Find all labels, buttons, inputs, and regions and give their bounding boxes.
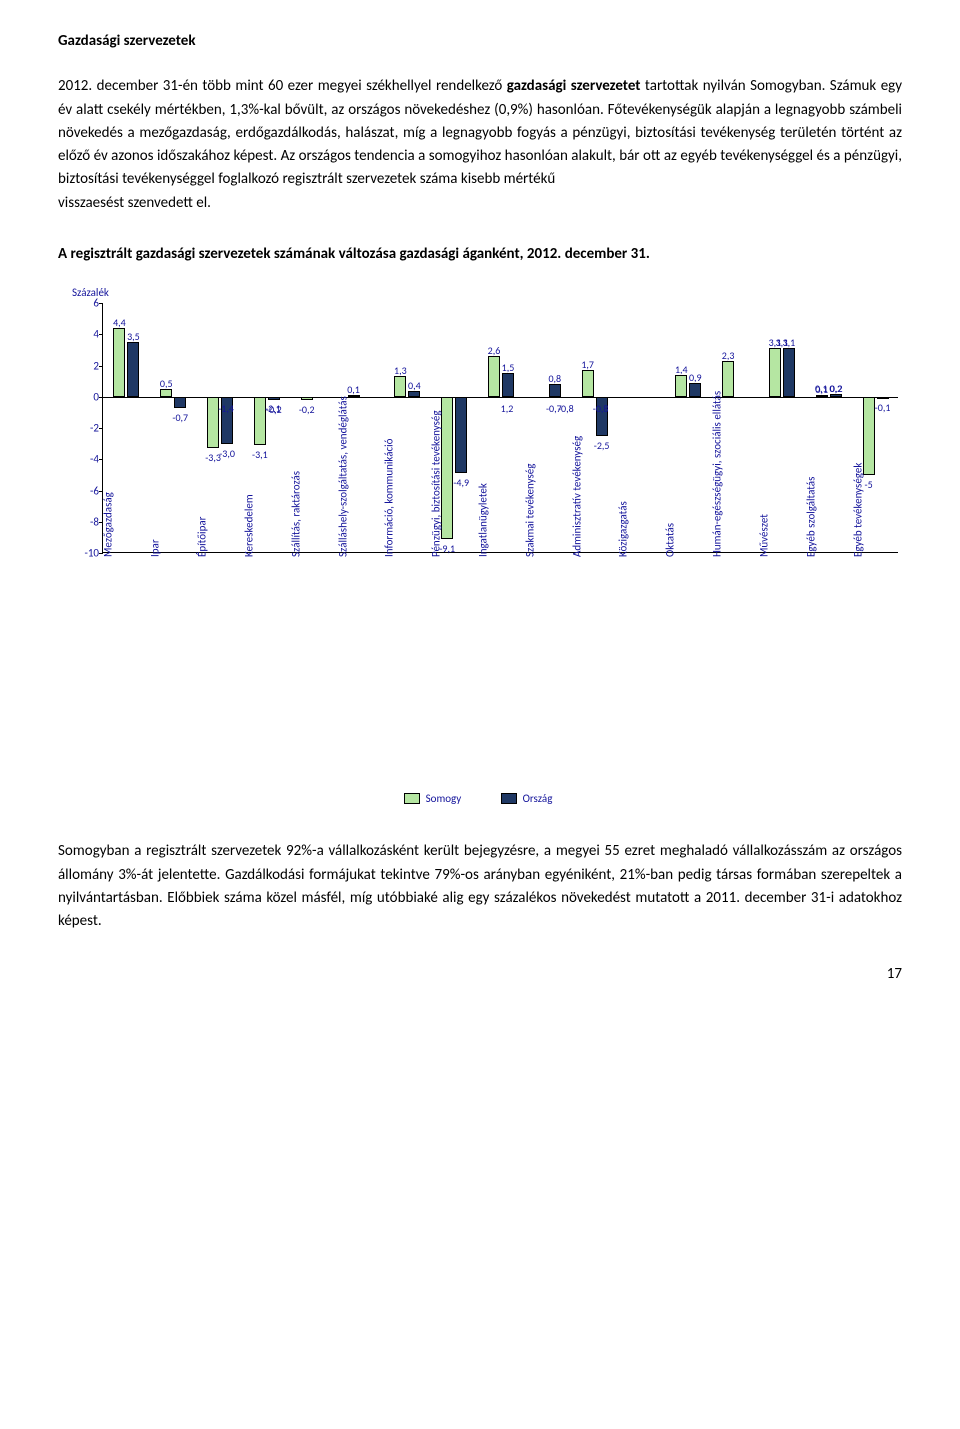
y-tick-label: -10: [73, 545, 99, 562]
x-tick-label: Pénzügyi, biztosítási tevékenység: [428, 410, 445, 557]
para1-text-a: 2012. december 31-én több mint 60 ezer m…: [58, 77, 507, 95]
bar-value-label: 0,8: [548, 371, 561, 387]
bar-somogy: [488, 356, 500, 397]
y-tick-label: 2: [73, 357, 99, 374]
x-tick-label: Szálláshely-szolgáltatás, vendéglátás: [334, 396, 351, 557]
bar-value-label-pair: 0,1 0,2: [815, 381, 843, 397]
page-number: 17: [58, 963, 902, 986]
bar-somogy: [769, 348, 781, 396]
y-tick-label: -4: [73, 451, 99, 468]
y-tick-label: -2: [73, 420, 99, 437]
bar-value-label: 0,5: [160, 376, 173, 392]
bar-value-label: 3,5: [127, 329, 140, 345]
x-tick-label: Oktatás: [662, 523, 679, 557]
bar-value-label-extra: -1,4: [218, 401, 234, 417]
bar-somogy: [582, 370, 594, 397]
bar-somogy: [113, 328, 125, 397]
bar-value-label: 1,3: [394, 363, 407, 379]
bar-somogy: [675, 375, 687, 397]
chart-plot-area: 4,43,50,5-0,7-3,3-3,0-1,4-3,1-0,2-2,1-0,…: [102, 303, 898, 553]
x-tick-label: Művészet: [755, 514, 772, 557]
bar-value-label: -2,5: [594, 438, 610, 454]
bar-value-label: -0,7: [172, 410, 188, 426]
x-tick-label: Mezőgazdaság: [100, 492, 117, 557]
para1-bold: gazdasági szervezetet: [507, 77, 641, 95]
bar-orszag: [455, 397, 467, 474]
bar-value-label: 1,5: [502, 360, 515, 376]
bar-value-label: -3,1: [252, 447, 268, 463]
x-tick-label: Kereskedelem: [240, 494, 257, 557]
bar-value-label: 2,6: [488, 343, 501, 359]
y-tick-label: 4: [73, 326, 99, 343]
paragraph-1: 2012. december 31-én több mint 60 ezer m…: [58, 75, 902, 191]
bar-orszag: [502, 373, 514, 396]
bar-value-label-extra: -0,8: [593, 401, 609, 417]
chart-title: A regisztrált gazdasági szervezetek szám…: [58, 243, 902, 266]
legend-item-somogy: Somogy: [404, 790, 462, 807]
bar-orszag: [127, 342, 139, 397]
y-tick-label: 0: [73, 388, 99, 405]
chart-legend: Somogy Ország: [58, 789, 898, 812]
legend-swatch-orszag: [501, 793, 517, 804]
bar-value-label: -3,0: [219, 446, 235, 462]
x-tick-label: Építőipar: [193, 517, 210, 557]
bar-value-label-extra: -0,8: [558, 401, 574, 417]
x-tick-label: Szállítás, raktározás: [287, 471, 304, 557]
bar-value-label: -0,2: [299, 402, 315, 418]
legend-swatch-somogy: [404, 793, 420, 804]
x-tick-label: Ingatlanügyletek: [474, 483, 491, 557]
bar-value-label: 0,4: [408, 378, 421, 394]
chart-container: Százalék 4,43,50,5-0,7-3,3-3,0-1,4-3,1-0…: [58, 284, 898, 812]
bar-orszag: [783, 348, 795, 396]
legend-label-somogy: Somogy: [426, 790, 462, 807]
bar-value-label-extra: -2,1: [265, 401, 281, 417]
bar-value-label: 2,3: [722, 348, 735, 364]
legend-item-orszag: Ország: [501, 790, 553, 807]
bar-somogy: [394, 376, 406, 396]
bar-value-label-extra: 1,2: [501, 401, 514, 417]
section-title: Gazdasági szervezetek: [58, 30, 902, 53]
x-tick-label: Szakmai tevékenység: [521, 464, 538, 557]
x-tick-label: Egyéb tevékenységek: [849, 463, 866, 557]
bar-value-label: -0,1: [875, 400, 891, 416]
bar-value-label: 1,4: [675, 362, 688, 378]
bar-value-label: -4,9: [453, 475, 469, 491]
y-axis-label: Százalék: [72, 284, 898, 301]
y-tick-label: 6: [73, 295, 99, 312]
x-tick-label: Ipar: [147, 539, 164, 557]
paragraph-2: Somogyban a regisztrált szervezetek 92%-…: [58, 840, 902, 933]
y-tick-label: -6: [73, 482, 99, 499]
y-tick-label: -8: [73, 513, 99, 530]
paragraph-1-cont: visszaesést szenvedett el.: [58, 192, 902, 215]
x-tick-label: Adminisztratív tevékenység: [568, 436, 585, 557]
bar-value-label: 0,9: [689, 370, 702, 386]
x-tick-label: Közigazgatás: [615, 501, 632, 557]
x-tick-label: Egyéb szolgáltatás: [802, 477, 819, 557]
x-tick-label: Humán-egészségügyi, szociális ellátás: [709, 391, 726, 557]
x-tick-label: Információ, kommunikáció: [381, 439, 398, 557]
x-axis-labels: MezőgazdaságIparÉpítőiparKereskedelemSzá…: [102, 553, 898, 783]
bar-value-label-pair: 3,1: [776, 335, 789, 351]
legend-label-orszag: Ország: [523, 790, 553, 807]
bar-value-label: 4,4: [113, 315, 126, 331]
bar-orszag: [174, 397, 186, 408]
bar-value-label: 1,7: [581, 357, 594, 373]
